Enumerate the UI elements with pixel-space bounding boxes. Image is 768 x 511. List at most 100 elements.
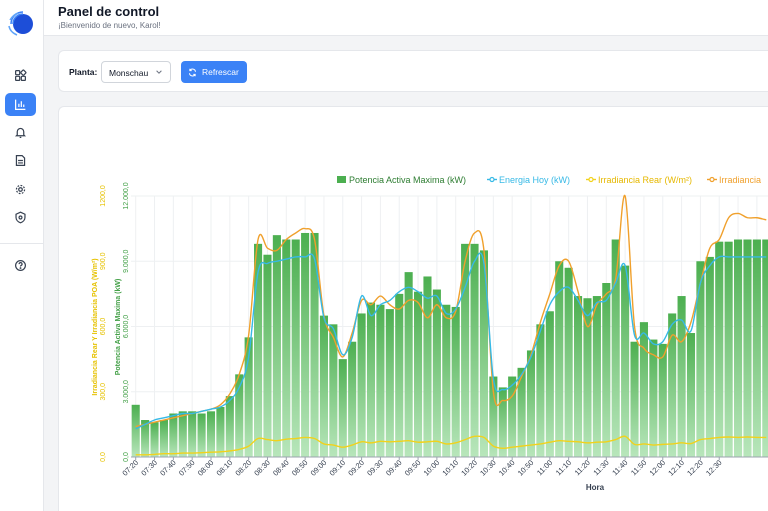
bar: [668, 313, 677, 457]
bar: [395, 293, 404, 457]
bar: [715, 241, 724, 457]
bar: [141, 420, 150, 457]
bar: [536, 324, 545, 457]
x-tick-label: 08:40: [271, 458, 291, 478]
legend-marker: [588, 176, 594, 183]
sidebar-item-dashboard[interactable]: [5, 64, 36, 87]
x-tick-label: 08:50: [290, 458, 310, 478]
x-tick-label: 08:00: [196, 458, 216, 478]
x-tick-label: 08:30: [252, 458, 272, 478]
bar: [649, 339, 658, 457]
bar: [461, 243, 470, 457]
bar: [686, 333, 696, 457]
power-irradiance-chart[interactable]: 0,0 0,0 3.000,0 300,0 6.000,0 600,0 9.000,0 900…: [59, 107, 768, 511]
header: Panel de control ¡Bienvenido de nuevo, K…: [44, 0, 768, 36]
x-tick-label: 11:20: [573, 458, 592, 477]
x-tick-label: 11:40: [610, 458, 629, 477]
x-axis-label: Hora: [586, 483, 605, 492]
bar: [658, 343, 667, 457]
bar: [291, 239, 300, 457]
y-axis-label-power: Potencia Activa Maxima (kW): [115, 279, 122, 376]
bar: [734, 239, 743, 457]
bar: [272, 235, 281, 457]
bar: [263, 254, 272, 457]
bar: [564, 267, 573, 457]
sidebar: [0, 0, 44, 511]
bar: [555, 261, 564, 457]
x-tick-label: 11:30: [591, 458, 610, 477]
x-tick-label: 11:00: [535, 458, 554, 477]
plant-select-value: Monschau: [109, 68, 149, 78]
bar: [319, 315, 328, 457]
x-tick-label: 10:20: [459, 458, 479, 478]
x-tick-label: 09:50: [403, 458, 423, 478]
sidebar-item-reports[interactable]: [5, 149, 36, 172]
sidebar-item-settings[interactable]: [5, 178, 36, 201]
x-tick-label: 09:00: [309, 458, 329, 478]
y-tick-label-irradiance: 300,0: [100, 383, 107, 401]
bar: [743, 239, 752, 457]
x-tick-label: 09:30: [365, 458, 385, 478]
app-logo[interactable]: [8, 11, 34, 37]
bar: [159, 420, 168, 457]
legend-item: Potencia Activa Maxima (kW): [349, 175, 466, 185]
bar: [621, 265, 630, 457]
bar: [131, 404, 140, 457]
legend-item: Irradiancia Rear (W/m²): [598, 175, 692, 185]
x-tick-label: 07:50: [177, 458, 197, 478]
sidebar-item-alerts[interactable]: [5, 121, 36, 144]
plant-label: Planta:: [69, 67, 98, 77]
y-tick-label-irradiance: 900,0: [100, 252, 107, 270]
x-tick-label: 12:00: [648, 458, 668, 478]
sidebar-item-security[interactable]: [5, 206, 36, 229]
bar: [752, 239, 761, 457]
bar: [583, 298, 592, 457]
refresh-icon: [188, 68, 197, 76]
x-tick-label: 09:10: [328, 458, 348, 478]
x-tick-label: 10:50: [516, 458, 536, 478]
y-tick-label-power: 3.000,0: [123, 380, 130, 403]
bar: [498, 387, 507, 457]
series-line-irradiancia-poa: [135, 195, 767, 428]
bar: [254, 243, 263, 457]
bar: [677, 296, 686, 457]
y-tick-label-irradiance: 600,0: [100, 318, 107, 336]
x-tick-label: 11:50: [629, 458, 648, 477]
x-tick-label: 11:10: [554, 458, 573, 477]
y-tick-label-power: 9.000,0: [123, 249, 130, 272]
bar: [310, 232, 319, 457]
bar: [376, 304, 385, 457]
sidebar-item-charts[interactable]: [5, 93, 36, 116]
bar: [282, 239, 291, 457]
sidebar-item-help[interactable]: [5, 254, 36, 277]
bar: [639, 322, 648, 457]
plant-select[interactable]: Monschau: [101, 61, 171, 83]
bar: [545, 311, 554, 457]
bar-chart-icon: [15, 99, 26, 110]
gear-icon: [15, 184, 26, 195]
series-line-irradiancia-rear: [135, 435, 767, 456]
y-tick-label-irradiance: 1200,0: [100, 185, 107, 207]
x-tick-label: 10:40: [497, 458, 517, 478]
y-tick-label-power: 6.000,0: [123, 315, 130, 338]
bar: [366, 302, 376, 457]
document-icon: [15, 155, 26, 166]
bar: [696, 261, 705, 457]
bar: [244, 337, 253, 457]
x-tick-label: 09:40: [384, 458, 404, 478]
bar: [470, 243, 479, 457]
bar: [517, 367, 526, 457]
x-tick-label: 10:30: [478, 458, 498, 478]
series-line-energia-hoy: [135, 252, 767, 430]
dashboard-icon: [15, 69, 27, 81]
bar: [188, 411, 197, 457]
bar: [169, 413, 178, 457]
x-tick-label: 12:30: [704, 458, 724, 478]
bar: [479, 250, 488, 457]
sidebar-divider: [0, 243, 44, 244]
bar: [329, 324, 338, 457]
refresh-button[interactable]: Refrescar: [181, 61, 247, 83]
x-tick-label: 08:10: [215, 458, 235, 478]
filter-toolbar: Planta: Monschau Refrescar: [58, 50, 768, 92]
bar: [178, 411, 187, 457]
